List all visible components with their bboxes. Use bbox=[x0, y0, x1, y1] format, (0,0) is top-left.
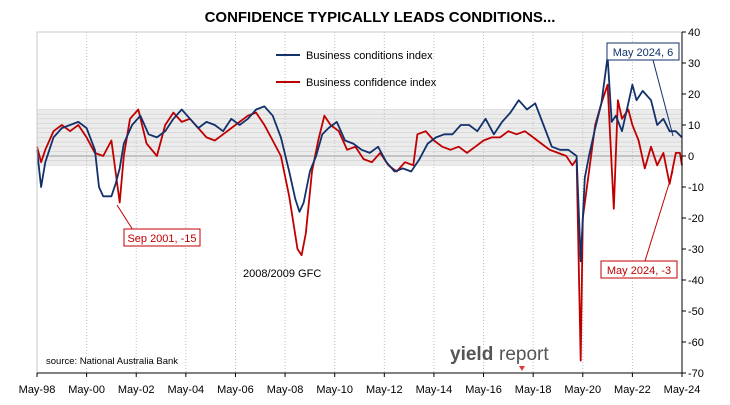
annotation-text-sep2001: Sep 2001, -15 bbox=[127, 233, 196, 245]
series-layer bbox=[36, 55, 683, 362]
plot-background bbox=[37, 109, 682, 166]
logo-yield: yield bbox=[450, 344, 493, 365]
annotation-box-conditions bbox=[606, 42, 680, 61]
annotation-leader-sep2001 bbox=[116, 204, 134, 231]
x-tick-label: May-22 bbox=[614, 384, 651, 396]
x-axis-ticks: May-98 May-00 May-02 May-04 May-06 May-08 May-… bbox=[19, 373, 701, 396]
annotation-sep2001: Sep 2001, -15 bbox=[116, 204, 201, 247]
x-tick-label: May-18 bbox=[515, 384, 552, 396]
x-tick-label: May-16 bbox=[465, 384, 502, 396]
x-tick-label: May-20 bbox=[564, 384, 601, 396]
source-note: source: National Australia Bank bbox=[46, 356, 178, 367]
annotation-leader-confidence bbox=[644, 170, 674, 262]
y-tick-label: -40 bbox=[688, 275, 704, 287]
y-tick-label: 0 bbox=[688, 151, 694, 163]
x-tick-label: May-12 bbox=[366, 384, 403, 396]
y-tick-label: -20 bbox=[688, 213, 704, 225]
logo-report: report bbox=[499, 344, 549, 365]
legend-label-confidence: Business confidence index bbox=[306, 77, 437, 89]
chart-title: CONFIDENCE TYPICALLY LEADS CONDITIONS... bbox=[205, 9, 556, 26]
y-tick-label: -70 bbox=[688, 368, 704, 380]
annotation-leader-conditions bbox=[652, 59, 674, 137]
x-tick-label: May-24 bbox=[664, 384, 701, 396]
logo-accent-icon bbox=[519, 366, 525, 371]
yieldreport-logo: yield report bbox=[450, 344, 549, 371]
annotation-gfc: 2008/2009 GFC bbox=[243, 268, 321, 280]
y-tick-label: -30 bbox=[688, 244, 704, 256]
annotation-conditions: May 2024, 6 bbox=[606, 42, 680, 137]
axes bbox=[36, 31, 683, 374]
y-tick-label: 20 bbox=[688, 89, 700, 101]
y-tick-label: -60 bbox=[688, 337, 704, 349]
legend: Business conditions index Business confi… bbox=[276, 50, 437, 89]
x-tick-label: May-08 bbox=[267, 384, 304, 396]
x-tick-label: May-00 bbox=[68, 384, 105, 396]
x-tick-label: May-02 bbox=[118, 384, 155, 396]
x-tick-label: May-10 bbox=[316, 384, 353, 396]
annotation-box-confidence bbox=[600, 260, 678, 279]
x-tick-label: May-06 bbox=[217, 384, 254, 396]
y-axis-ticks: 40 30 20 10 0 -10 -20 -30 -40 -50 -60 -70 bbox=[682, 27, 704, 380]
x-tick-label: May-14 bbox=[416, 384, 453, 396]
y-tick-label: 30 bbox=[688, 58, 700, 70]
x-tick-label: May-04 bbox=[168, 384, 205, 396]
series-line-conditions bbox=[36, 55, 683, 263]
annotation-confidence: May 2024, -3 bbox=[600, 170, 678, 279]
annotation-text-confidence: May 2024, -3 bbox=[607, 265, 671, 277]
y-tick-label: -50 bbox=[688, 306, 704, 318]
x-tick-label: May-98 bbox=[19, 384, 56, 396]
y-tick-label: 10 bbox=[688, 120, 700, 132]
annotation-box-sep2001 bbox=[123, 228, 201, 247]
legend-label-conditions: Business conditions index bbox=[306, 50, 433, 62]
y-tick-label: -10 bbox=[688, 182, 704, 194]
annotation-text-conditions: May 2024, 6 bbox=[613, 47, 674, 59]
y-tick-label: 40 bbox=[688, 27, 700, 39]
